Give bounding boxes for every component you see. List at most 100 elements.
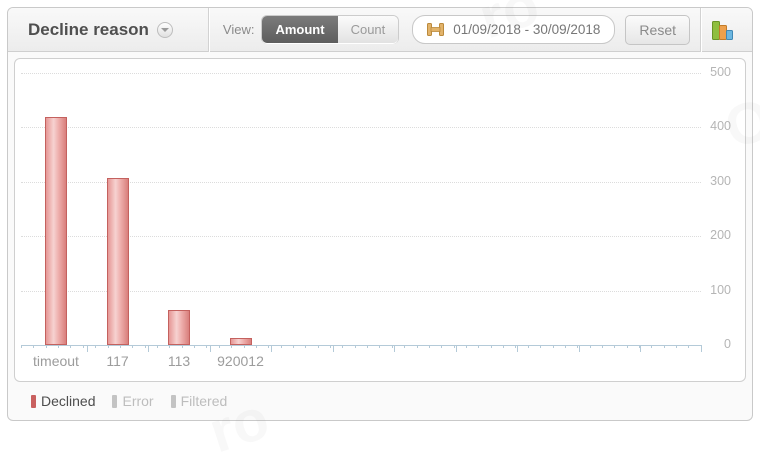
axis-minor-tick xyxy=(651,345,653,348)
axis-minor-tick xyxy=(317,345,319,348)
view-count-button[interactable]: Count xyxy=(337,16,399,43)
axis-minor-tick xyxy=(95,345,97,348)
y-axis-tick-label: 100 xyxy=(710,282,731,297)
axis-minor-tick xyxy=(70,345,72,348)
axis-minor-tick xyxy=(404,345,406,348)
widget-header: Decline reason View: Amount Count 01/09/… xyxy=(8,7,752,52)
bar-117[interactable] xyxy=(106,178,129,345)
header-divider xyxy=(207,7,209,52)
axis-minor-tick xyxy=(552,345,554,348)
gridline xyxy=(21,181,701,183)
axis-minor-tick xyxy=(453,345,455,348)
axis-minor-tick xyxy=(342,345,344,348)
axis-minor-tick xyxy=(243,345,245,348)
axis-minor-tick xyxy=(688,345,690,348)
gridline xyxy=(21,236,701,238)
bar-timeout[interactable] xyxy=(45,117,67,345)
reset-button[interactable]: Reset xyxy=(625,14,690,45)
axis-minor-tick xyxy=(564,345,566,348)
axis-minor-tick xyxy=(490,345,492,348)
axis-minor-tick xyxy=(305,345,307,348)
gridline xyxy=(21,127,701,129)
axis-minor-tick xyxy=(119,345,121,348)
axis-minor-tick xyxy=(21,345,22,348)
axis-minor-tick xyxy=(181,345,183,348)
axis-minor-tick xyxy=(601,345,603,348)
page-title: Decline reason xyxy=(28,19,149,39)
view-toggle: Amount Count xyxy=(262,16,399,43)
axis-minor-tick xyxy=(676,345,678,348)
axis-major-tick xyxy=(86,345,88,352)
y-axis-tick-label: 400 xyxy=(710,119,731,134)
axis-minor-tick xyxy=(194,345,195,348)
axis-minor-tick xyxy=(255,345,257,348)
gridline xyxy=(21,290,701,292)
axis-minor-tick xyxy=(280,345,282,348)
axis-minor-tick xyxy=(639,345,640,348)
axis-major-tick xyxy=(394,345,396,352)
axis-major-tick xyxy=(701,345,702,352)
decline-reason-widget: Decline reason View: Amount Count 01/09/… xyxy=(7,7,753,421)
chart-legend: Declined Error Filtered xyxy=(8,382,752,420)
collapse-chevron-down-icon[interactable] xyxy=(156,21,173,38)
legend-item-declined[interactable]: Declined xyxy=(31,393,95,409)
bar-920012[interactable] xyxy=(229,338,252,345)
axis-minor-tick xyxy=(441,345,443,348)
axis-minor-tick xyxy=(663,345,665,348)
axis-minor-tick xyxy=(515,345,517,348)
axis-minor-tick xyxy=(206,345,208,348)
axis-minor-tick xyxy=(107,345,109,348)
legend-item-error[interactable]: Error xyxy=(112,393,154,409)
legend-marker xyxy=(31,394,36,408)
y-axis-tick-label: 500 xyxy=(710,65,731,79)
axis-major-tick xyxy=(578,345,580,352)
gridline xyxy=(21,73,701,74)
axis-minor-tick xyxy=(589,345,591,348)
axis-major-tick xyxy=(332,345,334,352)
axis-major-tick xyxy=(640,345,642,352)
legend-marker xyxy=(112,394,118,408)
header-divider xyxy=(700,7,701,52)
chart-type-button[interactable] xyxy=(711,19,736,41)
axis-minor-tick xyxy=(82,345,84,348)
date-range-value: 01/09/2018 - 30/09/2018 xyxy=(453,22,601,37)
axis-minor-tick xyxy=(626,345,628,348)
axis-major-tick xyxy=(271,345,273,352)
axis-minor-tick xyxy=(354,345,356,348)
axis-minor-tick xyxy=(169,345,171,348)
y-axis-tick-label: 0 xyxy=(724,337,731,351)
bar-113[interactable] xyxy=(168,310,190,345)
legend-marker xyxy=(170,394,176,408)
legend-item-filtered[interactable]: Filtered xyxy=(170,393,227,409)
x-axis-line xyxy=(21,345,701,346)
axis-minor-tick xyxy=(330,345,331,348)
axis-major-tick xyxy=(517,345,519,352)
date-range-picker[interactable]: 01/09/2018 - 30/09/2018 xyxy=(412,15,616,44)
axis-minor-tick xyxy=(268,345,270,348)
view-amount-button[interactable]: Amount xyxy=(262,16,338,43)
axis-minor-tick xyxy=(33,345,35,348)
axis-minor-tick xyxy=(478,345,480,348)
view-label: View: xyxy=(222,22,255,37)
axis-minor-tick xyxy=(428,345,430,348)
y-axis-tick-label: 200 xyxy=(710,228,731,243)
chart-panel: 0 100 200 300 400 500 timeout 117 113 920012 xyxy=(14,58,746,382)
header-controls: View: Amount Count 01/09/2018 - 30/09/20… xyxy=(207,7,742,52)
axis-minor-tick xyxy=(577,345,579,348)
axis-minor-tick xyxy=(527,345,529,348)
axis-minor-tick xyxy=(503,345,504,348)
axis-minor-tick xyxy=(540,345,542,348)
axis-minor-tick xyxy=(466,345,467,348)
axis-minor-tick xyxy=(367,345,369,348)
axis-minor-tick xyxy=(218,345,220,348)
y-axis-tick-label: 300 xyxy=(710,173,731,188)
axis-minor-tick xyxy=(292,345,294,348)
axis-minor-tick xyxy=(379,345,381,348)
x-axis-category-label: timeout xyxy=(33,353,79,369)
axis-minor-tick xyxy=(45,345,47,348)
axis-minor-tick xyxy=(614,345,616,348)
axis-minor-tick xyxy=(157,345,158,348)
bar-chart-icon xyxy=(712,20,733,40)
axis-minor-tick xyxy=(58,345,60,348)
x-axis-category-label: 920012 xyxy=(217,353,264,369)
